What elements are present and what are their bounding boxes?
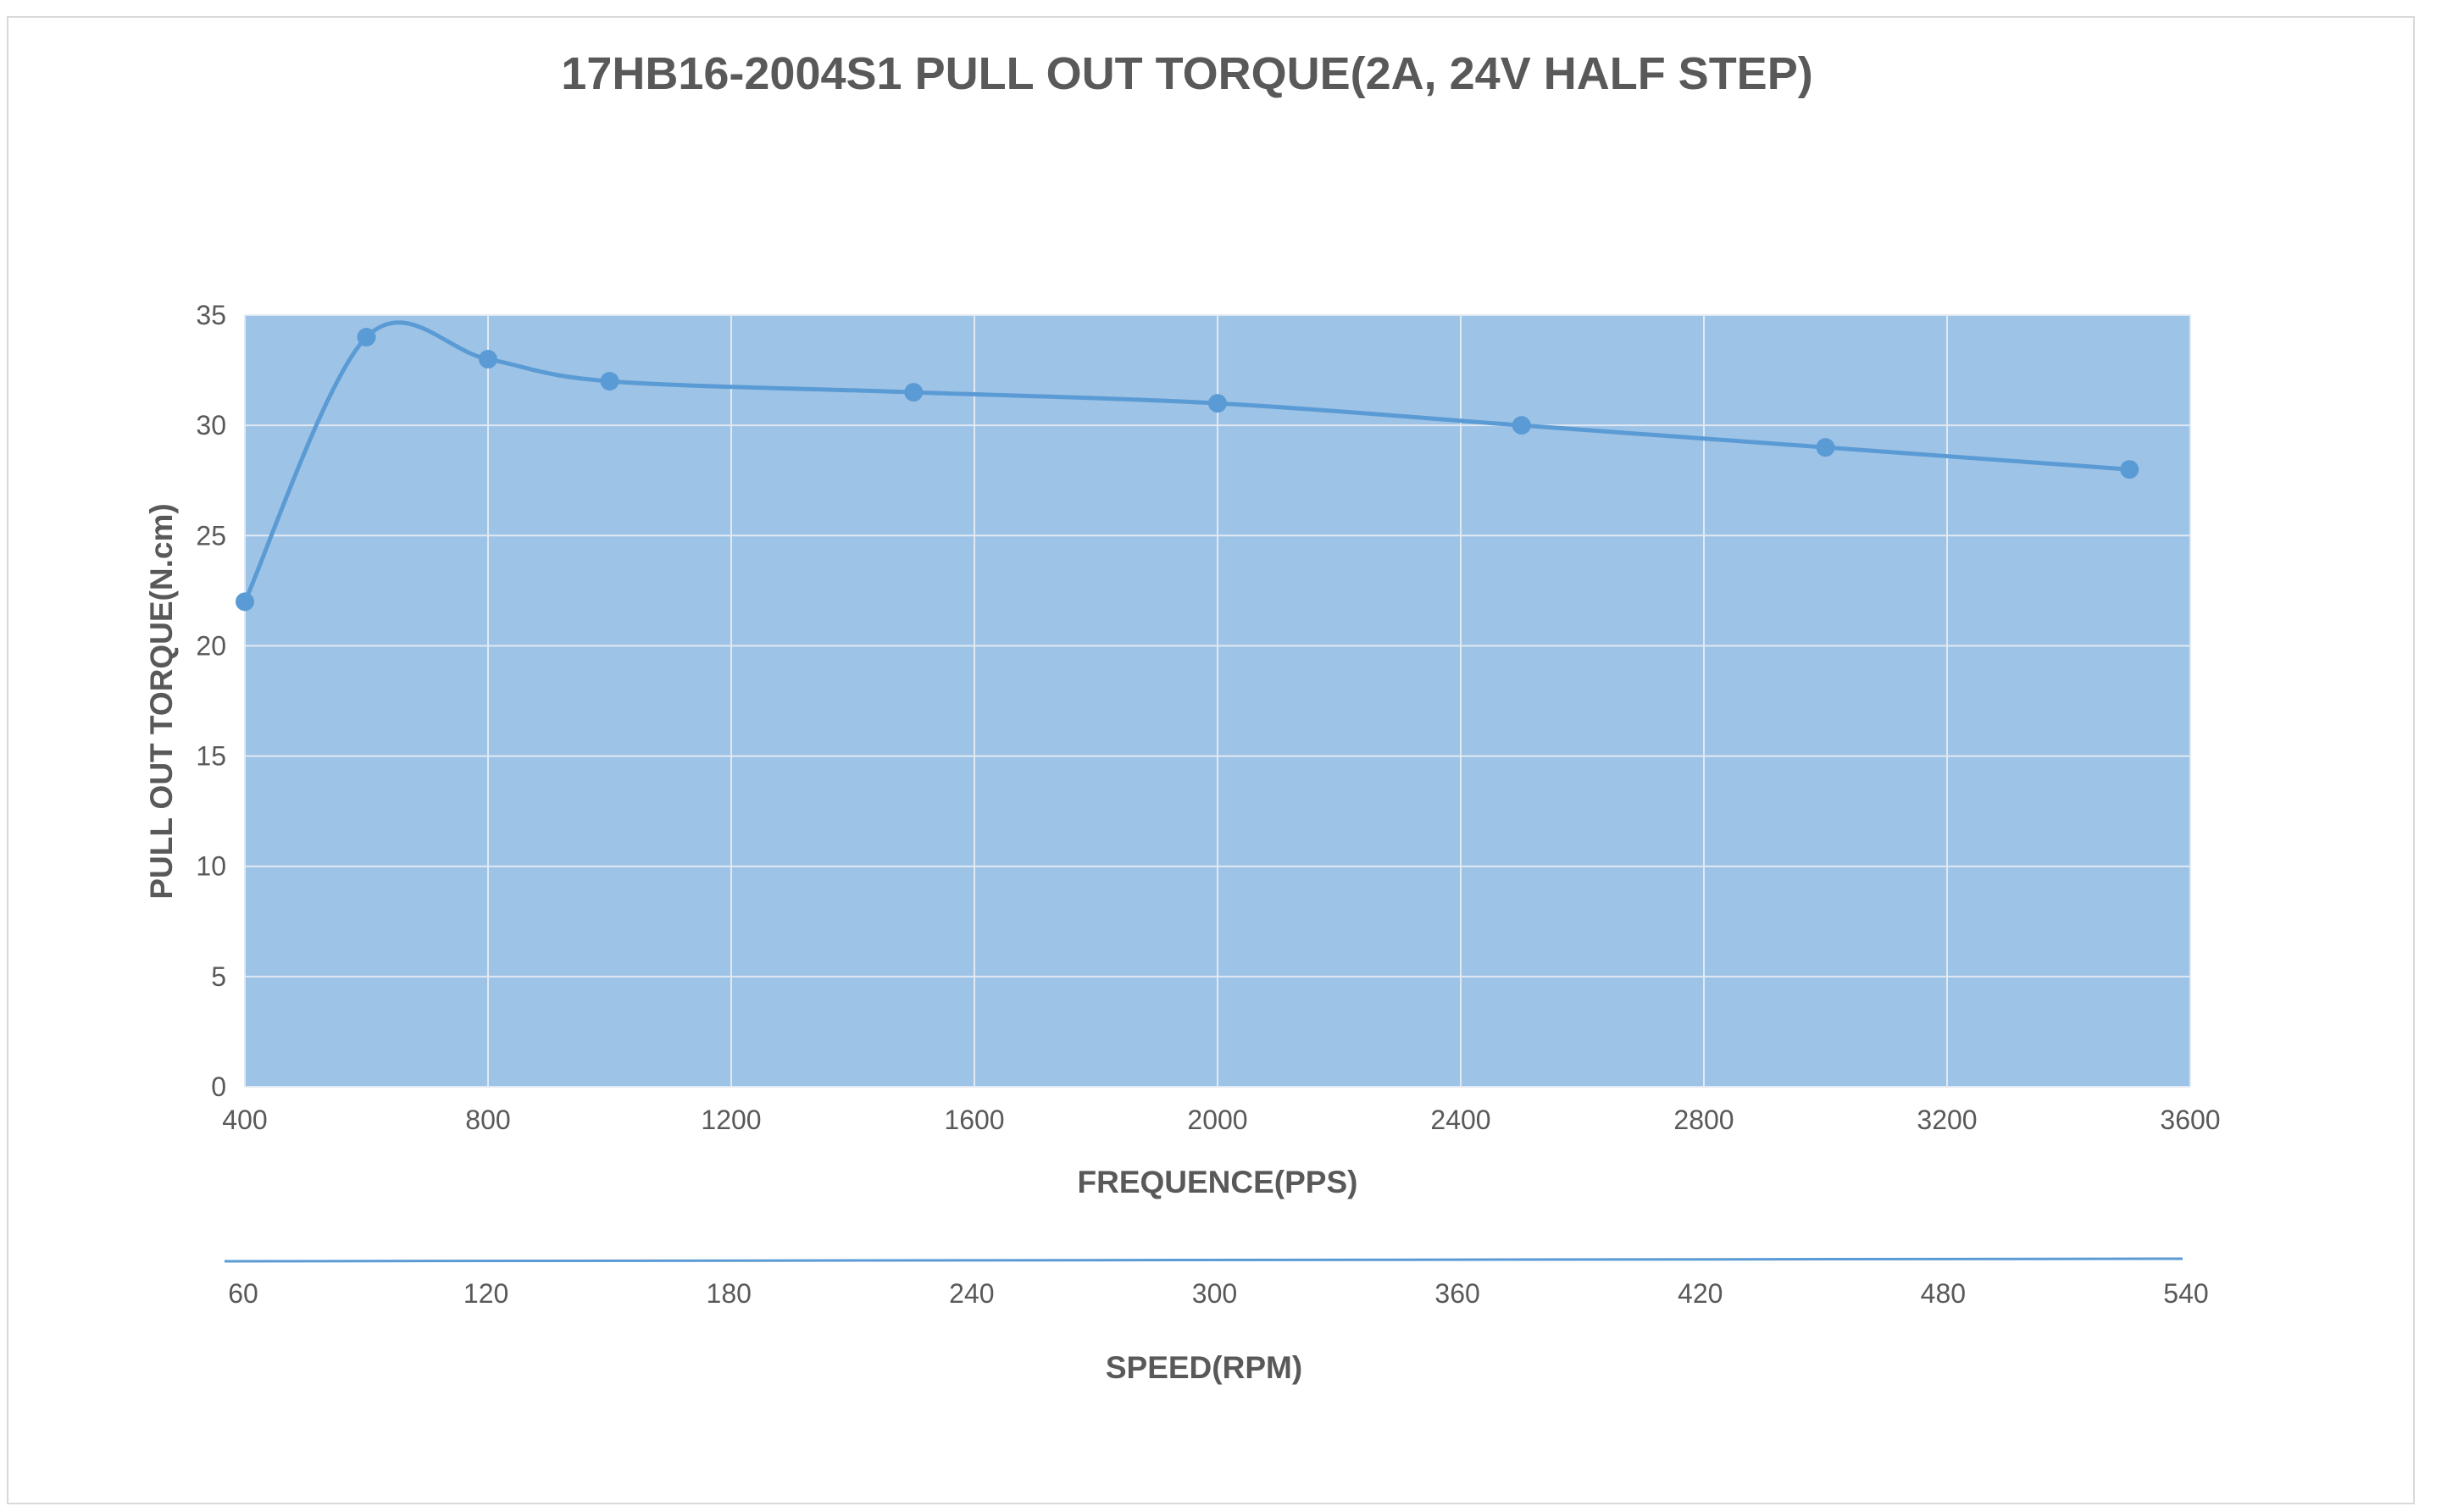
secondary-tick-label: 180 (707, 1278, 752, 1309)
x-tick-label: 3200 (1917, 1105, 1977, 1135)
secondary-axis-line (224, 1257, 2183, 1263)
secondary-tick-label: 240 (949, 1278, 994, 1309)
x-axis-title: FREQUENCE(PPS) (1078, 1165, 1358, 1199)
y-tick-label: 10 (196, 851, 226, 882)
y-tick-label: 20 (196, 630, 226, 661)
secondary-tick-label: 480 (1921, 1278, 1966, 1309)
data-point (479, 350, 497, 369)
x-tick-label: 3600 (2160, 1105, 2220, 1135)
data-point (236, 592, 254, 612)
x-tick-label: 1200 (701, 1105, 761, 1135)
y-tick-label: 30 (196, 410, 226, 440)
data-point (600, 372, 619, 391)
series-line (242, 320, 2132, 604)
x-tick-label: 2000 (1187, 1105, 1247, 1135)
series-group (236, 320, 2139, 612)
secondary-tick-label: 360 (1434, 1278, 1479, 1309)
data-point (1816, 438, 1835, 457)
x-tick-label: 1600 (944, 1105, 1004, 1135)
y-axis-ticks: 0 5 10 15 20 25 30 35 (196, 300, 226, 1102)
secondary-axis-ticks: 60 120 180 240 300 360 420 480 540 (228, 1278, 2208, 1309)
secondary-tick-label: 60 (228, 1278, 258, 1309)
y-tick-label: 0 (211, 1072, 226, 1102)
y-tick-label: 5 (211, 961, 226, 992)
x-tick-label: 800 (465, 1105, 510, 1135)
secondary-axis-title: SPEED(RPM) (1106, 1350, 1302, 1385)
data-point (2120, 460, 2139, 479)
data-point (904, 383, 924, 402)
x-axis-ticks: 400 800 1200 1600 2000 2400 2800 3200 3600 (222, 1105, 2220, 1135)
gridlines (244, 314, 2191, 1088)
chart-title: 17HB16-2004S1 PULL OUT TORQUE(2A, 24V HA… (561, 48, 1812, 99)
y-tick-label: 35 (196, 300, 226, 330)
secondary-tick-label: 300 (1192, 1278, 1237, 1309)
y-axis-title: PULL OUT TORQUE(N.cm) (144, 503, 179, 899)
data-point (1208, 394, 1227, 413)
x-tick-label: 2800 (1673, 1105, 1734, 1135)
x-tick-label: 400 (222, 1105, 267, 1135)
secondary-tick-label: 540 (2163, 1278, 2208, 1309)
y-tick-label: 15 (196, 741, 226, 772)
secondary-tick-label: 420 (1678, 1278, 1723, 1309)
y-tick-label: 25 (196, 520, 226, 551)
x-tick-label: 2400 (1430, 1105, 1490, 1135)
data-point (1512, 416, 1531, 435)
secondary-tick-label: 120 (463, 1278, 508, 1309)
data-point (357, 328, 376, 347)
